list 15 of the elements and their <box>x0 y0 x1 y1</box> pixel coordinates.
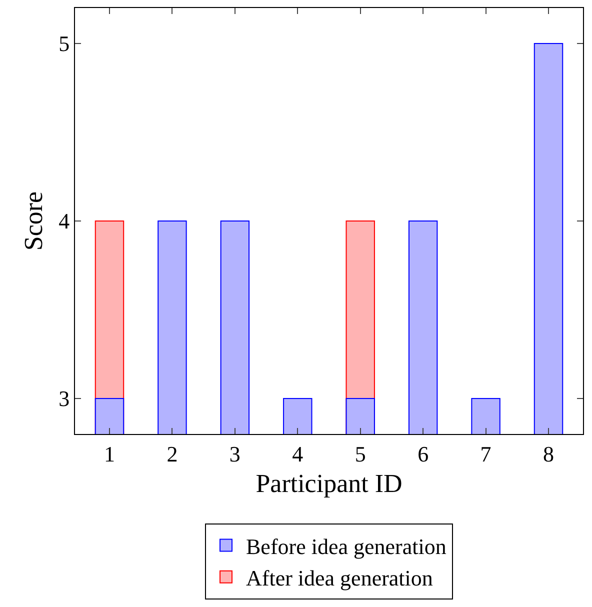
x-tick-label: 3 <box>229 441 240 466</box>
x-tick-label: 8 <box>543 441 554 466</box>
legend-label: After idea generation <box>246 565 433 590</box>
x-tick-label: 2 <box>166 441 178 466</box>
y-tick-label: 4 <box>58 208 70 234</box>
legend-label: Before idea generation <box>246 534 446 559</box>
x-tick-label: 6 <box>418 441 429 466</box>
x-tick-label: 4 <box>292 441 304 466</box>
y-tick-label: 3 <box>58 386 70 412</box>
y-axis-title: Score <box>19 191 48 251</box>
x-tick-label: 7 <box>480 441 492 466</box>
y-tick-label: 5 <box>58 31 70 56</box>
x-axis-title: Participant ID <box>256 469 402 498</box>
x-tick-label: 1 <box>104 441 115 466</box>
x-tick-label: 5 <box>354 441 366 466</box>
